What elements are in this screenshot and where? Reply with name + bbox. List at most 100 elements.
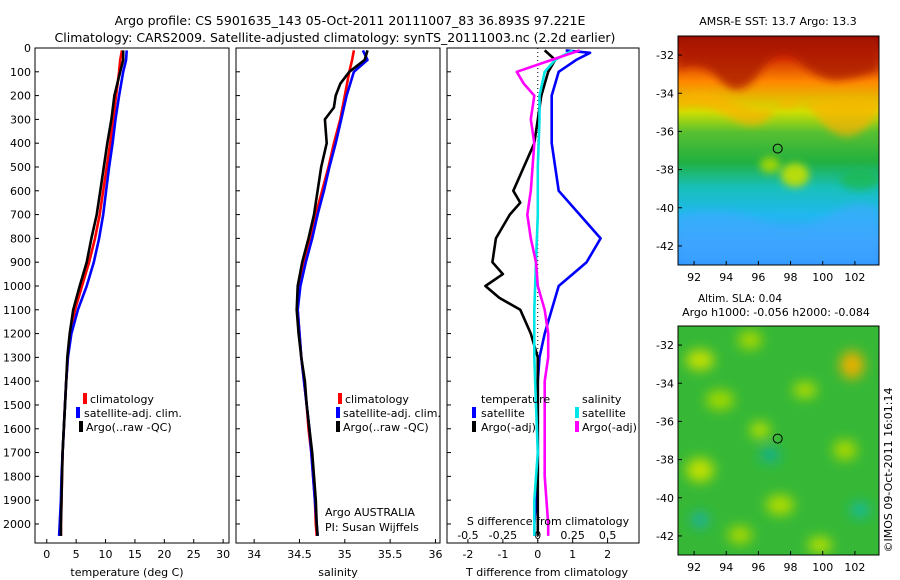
depth-tick-label: 900 [10,256,31,269]
depth-tick-label: 1500 [3,399,31,412]
x-tick-label: 0 [534,548,541,561]
salinity-legend: climatology satellite-adj. clim. Argo(..… [325,393,441,534]
s-diff-tick-label: 0.5 [599,529,617,542]
legend-swatch-argo [79,421,83,432]
map-x-tick-label: 92 [687,271,701,284]
legend-heading-temperature: temperature [481,393,550,406]
map-y-tick-label: -40 [656,202,674,215]
s-diff-tick-label: -0.25 [489,529,517,542]
legend-swatch-s-argo [575,421,579,432]
salinity-satellite-adj-clim--line [296,49,369,536]
map-x-tick-label: 96 [751,271,765,284]
legend-swatch-argo [336,421,340,432]
sst-map: AMSR-E SST: 13.7 Argo: 13.3 92 94 96 98 100 1… [656,15,880,284]
argo-position-marker [772,433,783,444]
legend-swatch-climatology [338,393,342,404]
difference-legend: temperature satellite Argo(-adj) salinit… [472,393,637,434]
x-tick-label: 34.5 [287,548,312,561]
x-tick-label: 30 [216,548,230,561]
temperature-plot: 0 5 10 15 20 25 30 [43,50,230,561]
salinity-panel-frame [235,47,441,544]
difference-xlabel: T difference from climatology [465,566,628,579]
map-x-tick-label: 94 [719,561,733,574]
map-y-tick-label: -36 [656,125,674,138]
map-y-tick-label: -42 [656,240,674,253]
legend-label-satellite: satellite-adj. clim. [343,407,441,420]
sla-map-axes: 92 94 96 98 100 102 -32 -34 -36 -38 -40 -42 [656,339,865,574]
x-tick-label: 34 [247,548,261,561]
depth-tick-label: 2000 [3,518,31,531]
differences-salinity-satellite-line [533,49,574,536]
depth-tick-label: 500 [10,161,31,174]
imos-credit: ©IMOS 09-Oct-2011 16:01:14 [882,387,895,552]
depth-tick-label: 300 [10,113,31,126]
sla-map-subtitle: Argo h1000: -0.056 h2000: -0.084 [682,306,870,319]
x-tick-label: 36 [428,548,442,561]
map-x-tick-label: 100 [812,271,833,284]
depth-tick-label: 800 [10,232,31,245]
x-tick-label: 10 [99,548,113,561]
map-y-tick-label: -32 [656,339,674,352]
legend-label-climatology: climatology [90,393,154,406]
argo-position-marker [772,143,783,154]
map-x-tick-label: 102 [844,561,865,574]
x-tick-label: 25 [187,548,201,561]
differences-temperature-argo-adj--line [484,49,557,536]
map-y-tick-label: -38 [656,454,674,467]
depth-tick-label: 400 [10,137,31,150]
sla-map-title: Altim. SLA: 0.04 [698,293,782,305]
depth-tick-label: 1600 [3,423,31,436]
depth-tick-label: 600 [10,185,31,198]
map-x-tick-label: 92 [687,561,701,574]
temperature-legend: climatology satellite-adj. clim. Argo(..… [76,393,182,434]
depth-tick-label: 1200 [3,328,31,341]
map-y-tick-label: -34 [656,377,674,390]
depth-tick-label: 1900 [3,494,31,507]
depth-tick-label: 1000 [3,280,31,293]
temperature-argo-raw-qc--line [59,50,125,536]
x-tick-label: 15 [128,548,142,561]
legend-swatch-climatology [83,393,87,404]
depth-tick-label: 1300 [3,351,31,364]
legend-label-s-argo: Argo(-adj) [582,421,637,434]
figure-title-line2: Climatology: CARS2009. Satellite-adjuste… [55,30,616,45]
sst-map-axes: 92 94 96 98 100 102 -32 -34 -36 -38 -40 -42 [656,49,865,284]
x-tick-label: 0 [43,548,50,561]
legend-label-argo: Argo(..raw -QC) [343,421,429,434]
legend-label-satellite: satellite-adj. clim. [84,407,182,420]
salinity-argo-raw-qc--line [295,50,369,536]
x-tick-label: 35 [338,548,352,561]
legend-label-t-argo: Argo(-adj) [481,421,536,434]
depth-tick-label: 0 [24,42,31,55]
s-diff-tick-label: 0.25 [560,529,585,542]
depth-axis: 0 100 200 300 400 500 600 700 800 900 1000 1100 1200… [3,42,451,531]
argo-credit-line2: PI: Susan Wijffels [325,521,419,534]
map-x-tick-label: 100 [812,561,833,574]
s-diff-tick-label: -0.5 [457,529,478,542]
depth-tick-label: 1100 [3,304,31,317]
x-tick-label: 20 [157,548,171,561]
temperature-satellite-adj-clim--line [57,50,128,536]
temperature-climatology-line [59,50,124,536]
map-x-tick-label: 102 [844,271,865,284]
salinity-xlabel: salinity [318,566,358,579]
depth-tick-label: 1800 [3,470,31,483]
x-tick-label: 1 [569,548,576,561]
map-x-tick-label: 96 [751,561,765,574]
temperature-panel-frame [34,47,230,544]
map-x-tick-label: 98 [784,271,798,284]
x-tick-label: 35.5 [378,548,403,561]
map-y-tick-label: -42 [656,530,674,543]
x-tick-label: 2 [604,548,611,561]
difference-panel-frame [446,47,640,544]
legend-label-climatology: climatology [345,393,409,406]
map-y-tick-label: -36 [656,415,674,428]
salinity-plot: 34 34.5 35 35.5 36 [247,49,442,561]
legend-swatch-satellite [336,407,340,418]
sst-map-title: AMSR-E SST: 13.7 Argo: 13.3 [699,15,857,28]
depth-tick-label: 700 [10,209,31,222]
legend-swatch-s-satellite [575,407,579,418]
x-tick-label: 5 [73,548,80,561]
map-y-tick-label: -32 [656,49,674,62]
